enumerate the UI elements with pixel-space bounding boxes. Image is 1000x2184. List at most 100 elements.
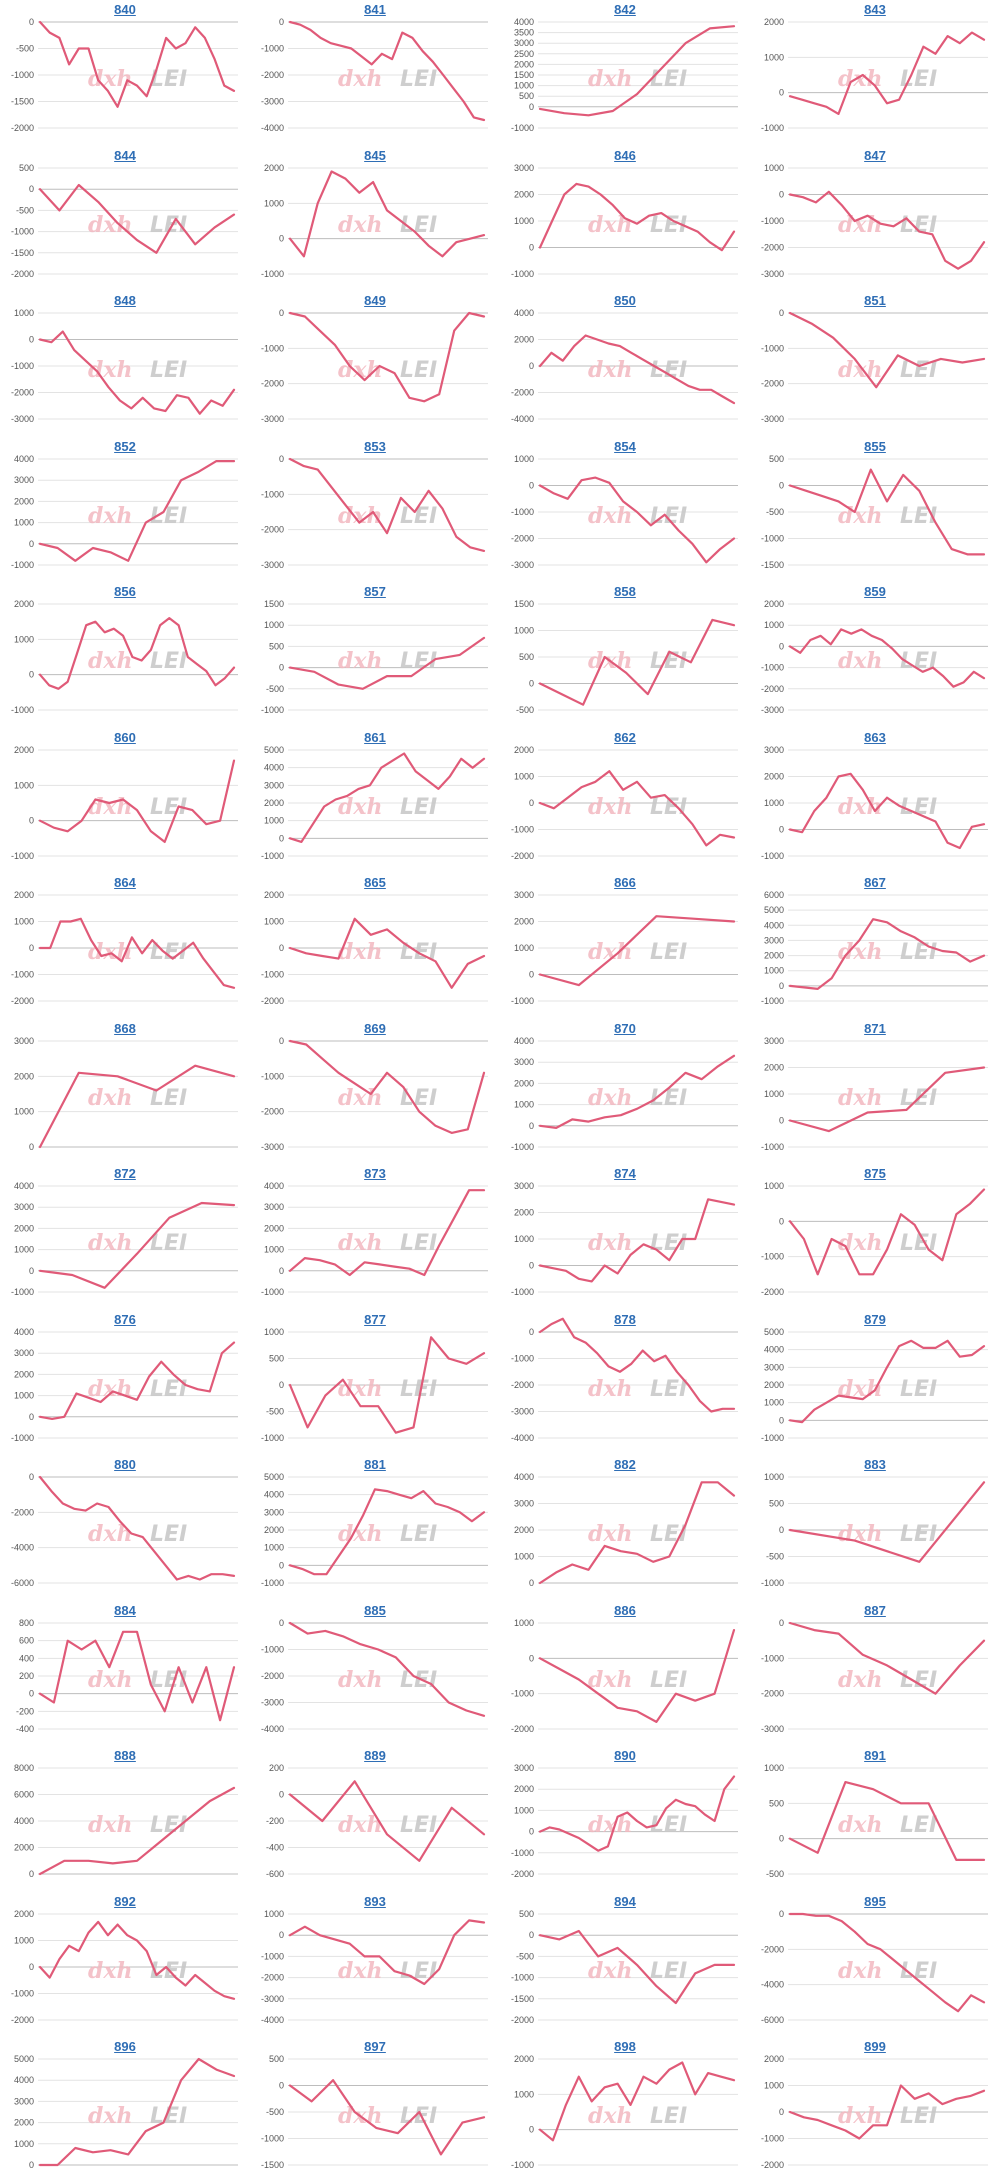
y-tick-label: 2000 xyxy=(514,1078,534,1088)
series-line xyxy=(788,1065,986,1132)
chart-svg: 2000 1000 0 -1000 -2000 dxh LEI xyxy=(11,890,238,1006)
y-tick-label: 2000 xyxy=(514,1784,534,1794)
chart-title-link[interactable]: 844 xyxy=(114,147,136,163)
y-tick-label: -1000 xyxy=(511,1972,534,1982)
chart-title-link[interactable]: 856 xyxy=(114,584,136,599)
chart-title-link[interactable]: 846 xyxy=(614,147,636,163)
watermark-logo: dxh LEI xyxy=(338,1521,437,1547)
y-tick-label: 0 xyxy=(779,1216,784,1226)
y-tick-label: -1000 xyxy=(761,216,784,226)
chart-title-link[interactable]: 885 xyxy=(364,1602,386,1618)
watermark-logo: dxh LEI xyxy=(838,1958,937,1984)
chart-title-link[interactable]: 848 xyxy=(114,293,136,308)
chart-title-link[interactable]: 864 xyxy=(114,875,136,890)
y-tick-label: 500 xyxy=(519,91,534,101)
chart-title-link[interactable]: 840 xyxy=(114,2,136,17)
svg-text:dxh: dxh xyxy=(838,1230,883,1256)
chart-title-link[interactable]: 842 xyxy=(614,2,636,17)
chart-title-link[interactable]: 872 xyxy=(114,1166,136,1181)
chart-title-link[interactable]: 862 xyxy=(614,729,636,745)
chart-title-link[interactable]: 877 xyxy=(364,1311,386,1327)
chart-title-link[interactable]: 892 xyxy=(114,1893,136,1909)
y-tick-label: -1000 xyxy=(261,1644,284,1654)
chart-title-link[interactable]: 859 xyxy=(864,584,886,599)
y-tick-label: 5000 xyxy=(264,1472,284,1482)
chart-svg: 1000 0 -1000 -2000 -3000 dxh LEI xyxy=(11,308,238,424)
chart-title-link[interactable]: 878 xyxy=(614,1311,636,1327)
chart-title-link[interactable]: 863 xyxy=(864,729,886,745)
svg-text:LEI: LEI xyxy=(650,358,687,383)
chart-title-link[interactable]: 874 xyxy=(614,1166,636,1181)
watermark-logo: dxh LEI xyxy=(88,1958,187,1984)
chart-title-link[interactable]: 890 xyxy=(614,1748,636,1763)
chart-title-link[interactable]: 888 xyxy=(114,1748,136,1763)
chart-title-link[interactable]: 870 xyxy=(614,1020,636,1036)
chart-title-link[interactable]: 868 xyxy=(114,1020,136,1036)
chart-title-link[interactable]: 898 xyxy=(614,2039,636,2054)
watermark-logo: dxh LEI xyxy=(588,66,687,92)
svg-text:dxh: dxh xyxy=(838,357,883,383)
chart-panel: 2000 1000 0 -1000 -2000 dxh LEI 865 xyxy=(250,873,500,1020)
chart-title-link[interactable]: 841 xyxy=(364,2,386,17)
y-tick-label: -1000 xyxy=(511,824,534,834)
chart-title-link[interactable]: 896 xyxy=(114,2039,136,2054)
y-tick-label: 1000 xyxy=(264,1909,284,1919)
chart-title-link[interactable]: 893 xyxy=(364,1893,386,1909)
chart-title-link[interactable]: 855 xyxy=(864,438,886,454)
y-tick-label: -1000 xyxy=(261,1578,284,1588)
y-tick-label: -3000 xyxy=(261,414,284,424)
series-line xyxy=(288,1335,486,1434)
y-tick-label: 2000 xyxy=(514,189,534,199)
chart-panel: 4000 3000 2000 1000 0 -1000 dxh LEI 852 xyxy=(0,437,250,584)
chart-title-link[interactable]: 852 xyxy=(114,438,136,454)
chart-title-link[interactable]: 889 xyxy=(364,1748,386,1763)
chart-title-link[interactable]: 851 xyxy=(864,293,886,308)
chart-title-link[interactable]: 845 xyxy=(364,147,386,163)
y-tick-label: -1000 xyxy=(261,44,284,54)
chart-title-link[interactable]: 883 xyxy=(864,1457,886,1472)
chart-title-link[interactable]: 866 xyxy=(614,875,636,890)
chart-svg: 500 0 -500 -1000 -1500 dxh LEI xyxy=(761,454,988,570)
svg-text:dxh: dxh xyxy=(588,357,633,383)
chart-title-link[interactable]: 882 xyxy=(614,1457,636,1472)
chart-title-link[interactable]: 867 xyxy=(864,875,886,890)
y-tick-label: 1000 xyxy=(514,2089,534,2099)
chart-title-link[interactable]: 894 xyxy=(614,1893,636,1909)
y-tick-label: 0 xyxy=(529,1578,534,1588)
chart-title-link[interactable]: 879 xyxy=(864,1311,886,1327)
chart-title-link[interactable]: 876 xyxy=(114,1311,136,1327)
chart-title-link[interactable]: 843 xyxy=(864,2,886,17)
chart-title-link[interactable]: 871 xyxy=(864,1020,886,1036)
chart-title-link[interactable]: 853 xyxy=(364,438,386,454)
chart-title-link[interactable]: 887 xyxy=(864,1602,886,1618)
chart-title-link[interactable]: 865 xyxy=(364,875,386,890)
chart-title-link[interactable]: 849 xyxy=(364,293,386,308)
chart-title-link[interactable]: 880 xyxy=(114,1457,136,1472)
series-line xyxy=(38,1475,236,1581)
chart-svg: 2000 1000 0 -1000 -2000 dxh LEI xyxy=(761,2054,988,2170)
y-tick-label: 2000 xyxy=(764,1062,784,1072)
chart-svg: 0 -2000 -4000 -6000 dxh LEI xyxy=(761,1909,988,2025)
chart-title-link[interactable]: 858 xyxy=(614,584,636,599)
chart-title-link[interactable]: 899 xyxy=(864,2039,886,2054)
chart-title-link[interactable]: 857 xyxy=(364,584,386,599)
chart-title-link[interactable]: 860 xyxy=(114,729,136,745)
chart-title-link[interactable]: 891 xyxy=(864,1748,886,1763)
chart-title-link[interactable]: 875 xyxy=(864,1166,886,1181)
chart-title-link[interactable]: 850 xyxy=(614,293,636,308)
y-tick-label: 2000 xyxy=(14,2118,34,2128)
chart-title-link[interactable]: 886 xyxy=(614,1602,636,1618)
chart-title-link[interactable]: 854 xyxy=(614,438,636,454)
chart-title-link[interactable]: 881 xyxy=(364,1457,386,1472)
y-tick-label: 3000 xyxy=(514,890,534,900)
chart-title-link[interactable]: 884 xyxy=(114,1602,136,1618)
chart-title-link[interactable]: 847 xyxy=(864,147,886,163)
chart-title-link[interactable]: 861 xyxy=(364,729,386,745)
y-tick-label: 1000 xyxy=(764,620,784,630)
chart-title-link[interactable]: 897 xyxy=(364,2039,386,2054)
chart-title-link[interactable]: 895 xyxy=(864,1893,886,1909)
chart-title-link[interactable]: 873 xyxy=(364,1166,386,1181)
chart-panel: 500 0 -500 -1000 -1500 dxh LEI 897 xyxy=(250,2037,500,2184)
chart-title-link[interactable]: 869 xyxy=(364,1020,386,1036)
